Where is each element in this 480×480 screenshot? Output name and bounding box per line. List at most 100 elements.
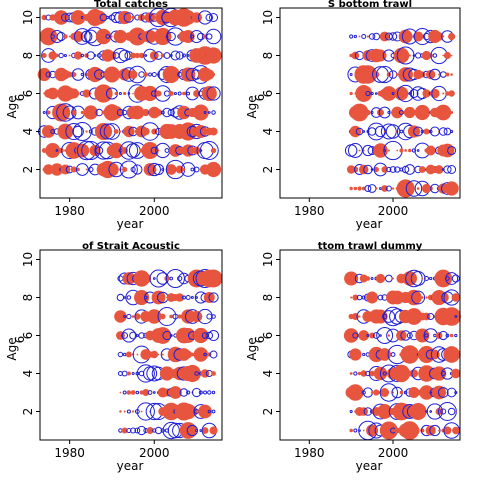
- bubble-positive: [413, 31, 424, 42]
- bubble-positive: [48, 51, 57, 60]
- bubble-negative: [136, 402, 155, 421]
- bubble-positive: [369, 370, 375, 377]
- y-tick-label: 10: [21, 10, 35, 25]
- bubble-positive: [379, 31, 390, 42]
- bubble-negative: [438, 330, 448, 341]
- bubble-positive: [422, 89, 431, 98]
- bubble-positive: [87, 66, 103, 83]
- bubble-positive: [143, 163, 157, 176]
- bubble-positive: [349, 428, 353, 433]
- bubble-negative: [411, 148, 417, 153]
- plot-frame: [39, 7, 223, 199]
- bubble-positive: [182, 91, 186, 96]
- bubble-negative: [353, 428, 358, 433]
- bubble-positive: [418, 166, 426, 173]
- bubble-negative: [362, 130, 366, 133]
- bubble-positive: [355, 85, 373, 102]
- bubble-negative: [207, 390, 212, 395]
- y-tick-label: 8: [261, 52, 275, 60]
- bubble-positive: [205, 47, 222, 64]
- bubble-negative: [429, 410, 433, 413]
- bubble-negative: [106, 15, 110, 20]
- bubble-positive: [443, 426, 452, 435]
- bubble-positive: [204, 69, 215, 80]
- panel-title: S bottom trawl: [328, 0, 412, 10]
- bubble-positive: [435, 104, 452, 121]
- bubble-negative: [169, 276, 174, 281]
- bubble-negative: [410, 271, 426, 286]
- bubble-positive: [134, 52, 140, 59]
- bubble-negative: [363, 407, 373, 416]
- bubble-positive: [393, 47, 410, 64]
- y-tick-label: 10: [261, 252, 275, 267]
- bubble-positive: [421, 183, 432, 194]
- bubble-negative: [80, 53, 85, 58]
- bubble-positive: [143, 72, 149, 77]
- panel-1: 1980 2000 2 4 6 8 10 6 Total catches year Age: [5, 0, 223, 231]
- bubble-negative: [147, 390, 153, 395]
- bubble-positive: [357, 371, 362, 376]
- bubble-negative: [126, 295, 132, 300]
- bubble-positive: [387, 334, 391, 337]
- bubble-positive: [397, 403, 414, 420]
- bubble-positive: [209, 426, 218, 435]
- bubble-positive: [105, 162, 119, 177]
- bubble-positive: [392, 364, 411, 383]
- bubble-positive: [358, 35, 361, 38]
- bubble-negative: [440, 370, 446, 377]
- bubble-negative: [186, 91, 191, 96]
- bubble-negative: [190, 30, 204, 43]
- bubble-positive: [432, 385, 446, 400]
- bubble-positive: [172, 71, 179, 78]
- bubble-negative: [197, 10, 213, 25]
- bubble-negative: [364, 185, 372, 192]
- bubble-positive: [443, 51, 452, 60]
- bubble-positive: [375, 187, 378, 190]
- bubble-negative: [203, 390, 208, 395]
- bubble-negative: [207, 329, 220, 342]
- bubble-positive: [46, 110, 51, 115]
- bubble-positive: [155, 90, 162, 97]
- bubble-negative: [208, 292, 219, 303]
- bubble-positive: [41, 53, 47, 58]
- bubble-negative: [206, 86, 221, 101]
- bubble-positive: [119, 130, 122, 133]
- bubble-positive: [419, 385, 434, 400]
- bubble-positive: [131, 15, 135, 20]
- bubble-negative: [181, 53, 186, 58]
- bubble-negative: [361, 33, 367, 40]
- bubble-positive: [142, 389, 150, 396]
- bubble-positive: [350, 296, 353, 299]
- bubble-positive: [183, 364, 201, 383]
- bubble-positive: [85, 130, 88, 133]
- bubble-positive: [68, 54, 71, 57]
- bubble-positive: [383, 54, 386, 57]
- bubble-positive: [45, 143, 61, 158]
- y-tick-label: 6: [21, 90, 35, 98]
- bubble-negative: [203, 352, 207, 357]
- bubble-positive: [438, 429, 441, 432]
- bubble-positive: [111, 35, 113, 38]
- y-tick-label: 6: [261, 332, 275, 340]
- bubble-positive: [198, 404, 212, 419]
- bubble-positive: [381, 86, 397, 101]
- bubble-positive: [187, 406, 198, 417]
- bubble-negative: [445, 333, 450, 338]
- bubble-positive: [201, 427, 209, 434]
- bubble-positive: [444, 181, 459, 196]
- bubble-negative: [375, 65, 394, 84]
- x-tick-label: 2000: [139, 446, 170, 460]
- y-tick-label: 4: [21, 370, 35, 378]
- bubble-positive: [362, 429, 365, 432]
- panel-title: ttom trawl dummy: [318, 241, 423, 252]
- bubble-negative: [88, 166, 94, 173]
- bubble-positive: [366, 35, 370, 38]
- x-tick-label: 2000: [139, 204, 170, 218]
- bubble-positive: [375, 273, 386, 284]
- bubble-positive: [406, 185, 413, 192]
- bubble-negative: [45, 71, 52, 78]
- bubble-positive: [446, 111, 449, 114]
- bubble-positive: [157, 353, 160, 356]
- bubble-negative: [370, 91, 374, 96]
- bubble-negative: [72, 125, 84, 138]
